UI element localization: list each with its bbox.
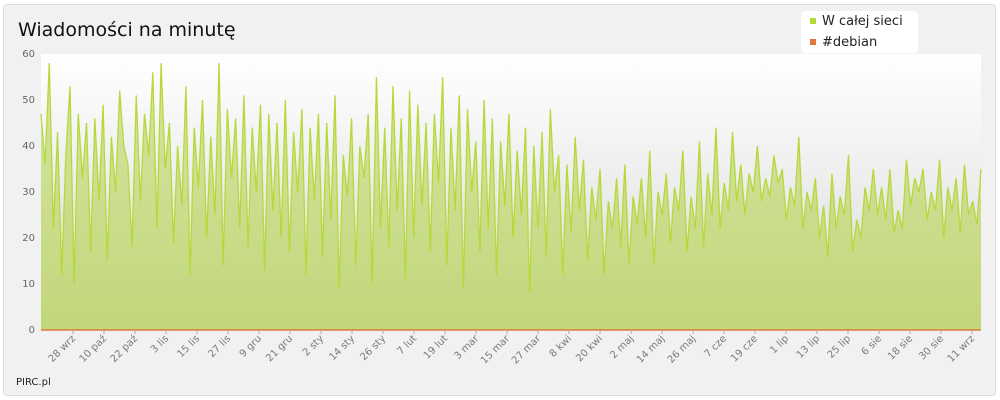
x-tick-label-27: 18 sie (886, 333, 915, 362)
legend-box (801, 11, 918, 53)
x-tick-label-18: 2 maj (608, 333, 636, 361)
chart-svg: Wiadomości na minutę 0 10 20 30 40 50 60 28 wr… (16, 11, 982, 388)
x-tick-label-29: 11 wrz (946, 333, 977, 364)
x-tick-label-10: 26 sty (358, 333, 388, 363)
x-tick-label-15: 27 mar (510, 333, 544, 367)
x-tick-label-3: 3 lis (149, 333, 171, 355)
y-tick-label-5: 50 (22, 95, 35, 106)
x-axis: 28 wrz 10 paź 22 paź 3 lis 15 lis 27 lis 9 gru… (47, 330, 977, 366)
x-tick-label-25: 25 lip (826, 333, 853, 360)
x-tick-label-9: 14 sty (327, 333, 357, 363)
x-tick-label-20: 26 maj (666, 333, 698, 365)
x-tick-label-14: 15 mar (479, 333, 513, 367)
x-tick-label-13: 3 mar (452, 333, 481, 362)
x-tick-label-4: 15 lis (175, 333, 202, 360)
x-tick-label-11: 7 lut (395, 333, 419, 357)
legend-swatch-debian (810, 39, 816, 45)
x-tick-label-5: 27 lis (206, 333, 233, 360)
series-line-network (40, 63, 982, 294)
chart-title: Wiadomości na minutę (18, 19, 236, 41)
x-tick-label-1: 10 paź (77, 333, 109, 365)
x-tick-label-7: 21 gru (264, 333, 295, 364)
y-tick-label-2: 20 (22, 233, 35, 244)
chart-frame: Wiadomości na minutę 0 10 20 30 40 50 60 28 wr… (3, 4, 996, 396)
x-tick-label-19: 14 maj (635, 333, 667, 365)
y-axis: 0 10 20 30 40 50 60 (22, 49, 35, 336)
x-tick-label-2: 22 paź (108, 333, 140, 365)
legend-label-debian: #debian (822, 35, 877, 50)
x-tick-label-0: 28 wrz (47, 333, 78, 364)
legend-label-network: W całej sieci (822, 14, 903, 29)
y-tick-label-1: 10 (22, 279, 35, 290)
credit-text: PIRC.pl (16, 377, 51, 388)
legend: W całej sieci #debian (801, 11, 918, 53)
x-tick-label-26: 6 sie (860, 333, 885, 358)
y-tick-label-3: 30 (22, 187, 35, 198)
x-tick-label-21: 7 cze (703, 333, 729, 359)
y-tick-label-0: 0 (29, 325, 35, 336)
x-tick-label-8: 2 sty (301, 333, 326, 358)
y-tick-label-4: 40 (22, 141, 35, 152)
x-tick-label-12: 19 lut (422, 333, 450, 361)
x-tick-label-28: 30 sie (917, 333, 946, 362)
x-tick-label-6: 9 gru (238, 333, 264, 359)
x-tick-label-24: 13 lip (795, 333, 822, 360)
series-area-network (41, 63, 981, 330)
x-tick-label-22: 19 cze (729, 333, 760, 364)
y-tick-label-6: 60 (22, 49, 35, 60)
x-tick-label-16: 8 kwi (548, 333, 574, 359)
x-tick-label-23: 1 lip (768, 333, 791, 356)
x-tick-label-17: 20 kwi (574, 333, 605, 364)
legend-swatch-network (810, 18, 816, 24)
